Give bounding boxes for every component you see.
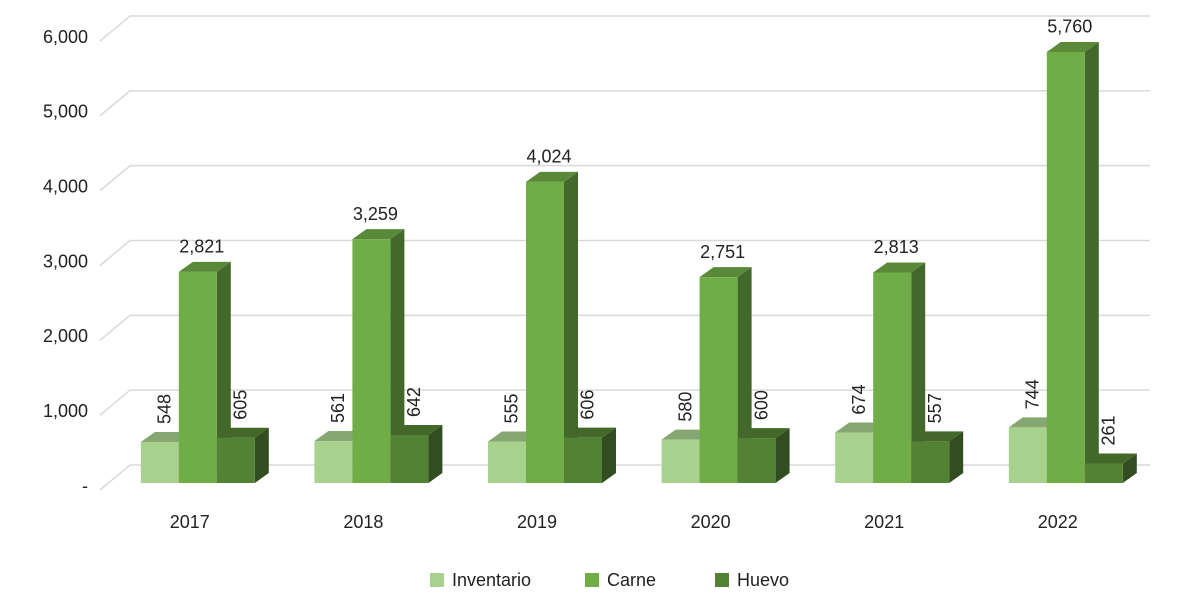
bar [178,271,217,483]
legend-swatch [430,573,444,587]
y-tick-label: 3,000 [43,251,88,271]
bar-side [1084,41,1099,484]
y-tick-label: 2,000 [43,326,88,346]
data-label: 580 [675,392,695,422]
grid-line [99,314,1150,341]
data-label: 3,259 [353,204,398,224]
bar-top [564,427,616,438]
grid-line [99,164,1150,192]
data-label: 606 [578,390,598,420]
y-tick-label: 1,000 [43,401,88,421]
y-tick-label: 4,000 [43,176,88,196]
bar-side [254,427,269,483]
x-tick-label: 2020 [691,512,731,532]
data-label: 555 [502,393,522,423]
data-label: 561 [328,393,348,423]
bar-side [602,427,616,483]
y-tick-label: - [82,476,88,496]
data-label: 5,760 [1047,17,1092,37]
bar-side [737,267,752,483]
bar [140,441,179,483]
bar [314,441,353,483]
data-label: 2,751 [700,242,745,262]
data-label: 4,024 [526,147,571,167]
bar-top [911,431,964,442]
data-label: 674 [849,385,869,415]
x-tick-label: 2018 [343,512,383,532]
bar [564,437,602,483]
data-label: 744 [1023,379,1043,409]
bar-side [775,428,790,483]
bar [1008,427,1047,483]
x-tick-label: 2021 [864,512,904,532]
bar [911,441,950,483]
bar [352,239,391,483]
bar-top [737,428,790,439]
bar-top [873,262,926,273]
bar-top [699,267,752,278]
bar [488,441,526,483]
bar-side [1122,453,1137,483]
data-label: 2,821 [179,237,224,257]
data-label: 600 [751,390,771,420]
x-tick-label: 2017 [170,512,210,532]
bar-top [352,229,405,240]
grid-line [99,239,1150,267]
bar-side [390,229,405,483]
grid-line [99,90,1150,117]
legend-label: Huevo [737,570,789,590]
y-tick-label: 6,000 [43,27,88,47]
bar [737,438,776,483]
bar [661,439,700,483]
bar-top [1084,453,1137,464]
bar [216,437,255,483]
legend-label: Carne [607,570,656,590]
bar-top [216,427,269,438]
legend-label: Inventario [452,570,531,590]
bar [390,434,429,483]
bar-side [216,261,231,483]
grid-line [99,15,1150,42]
bar-side [428,424,443,483]
bar [1084,463,1123,483]
x-tick-label: 2022 [1038,512,1078,532]
bar [1046,51,1085,484]
legend-swatch [715,573,729,587]
data-label: 642 [404,387,424,417]
x-tick-label: 2019 [517,512,557,532]
grid-line [99,389,1150,416]
bar-side [564,171,578,483]
data-label: 557 [925,393,945,423]
data-label: 261 [1099,415,1119,445]
data-label: 605 [231,390,251,420]
bar-top [390,424,443,435]
bar [699,277,738,483]
grid-line [99,464,1150,491]
legend-swatch [585,573,599,587]
bar-side [911,262,926,483]
bar-side [949,431,964,483]
bar [526,181,564,483]
data-label: 548 [155,394,175,424]
bar-top [1046,41,1099,52]
data-label: 2,813 [874,237,919,257]
y-tick-label: 5,000 [43,102,88,122]
bar-top [526,171,578,182]
bar [835,432,874,483]
bar-top [178,261,231,272]
bar [873,272,912,483]
